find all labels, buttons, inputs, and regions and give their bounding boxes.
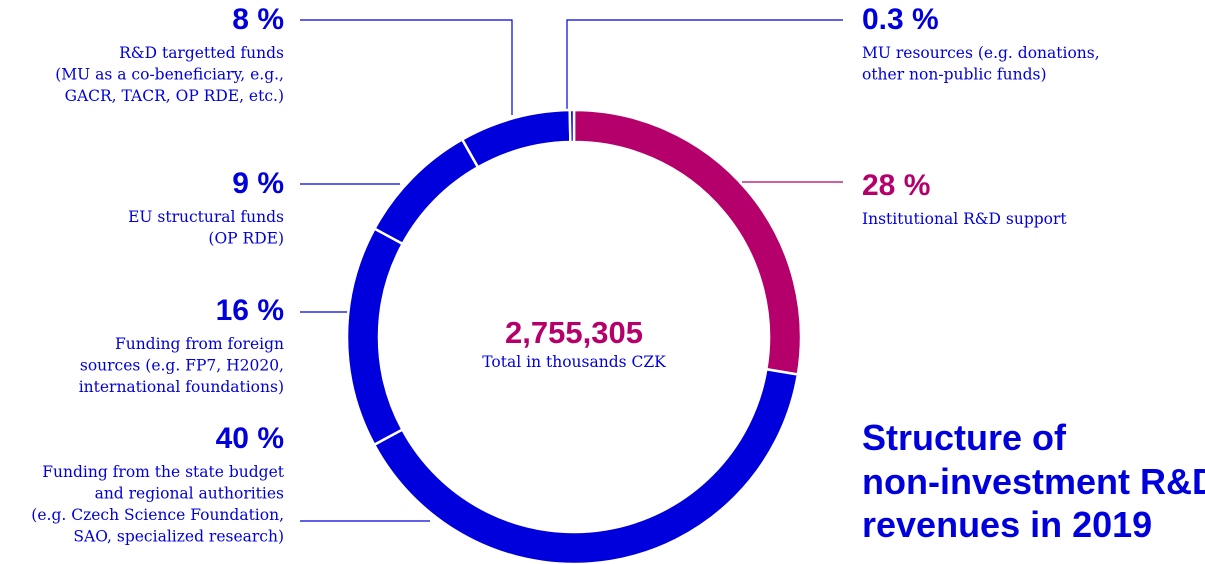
description-line: EU structural funds [128,208,284,226]
percent-label-targeted: 8 % [232,3,284,36]
percent-label-state: 40 % [216,422,284,455]
percent-label-institutional: 28 % [862,169,930,202]
description-line: SAO, specialized research) [73,528,284,546]
leader-line-mu [566,19,843,112]
description-line: Funding from the state budget [42,463,285,481]
description-line: other non-public funds) [862,66,1047,84]
donut-slices [345,108,803,564]
description-line: R&D targetted funds [119,44,284,62]
description-line: (MU as a co-beneficiary, e.g., [55,66,284,84]
leader-lines [300,19,843,522]
description-line: Funding from foreign [115,335,284,353]
slice-targeted [460,108,572,169]
description-label-foreign: Funding from foreign sources (e.g. FP7, H… [79,335,284,396]
chart-title: Structure of non-investment R&D revenues… [862,417,1205,545]
description-label-eu: EU structural funds (OP RDE) [128,208,284,248]
slice-eu [372,137,480,246]
description-line: and regional authorities [95,485,284,503]
slice-labels: 28 % Institutional R&D support 40 % Funding… [31,3,1099,546]
description-label-state: Funding from the state budget and regiona… [31,463,284,546]
description-line: MU resources (e.g. donations, [862,44,1100,62]
total-label: Total in thousands CZK [482,353,666,371]
percent-label-eu: 9 % [232,167,284,200]
description-label-mu: MU resources (e.g. donations, other non-p… [862,44,1100,84]
percent-label-foreign: 16 % [216,294,284,327]
description-line: sources (e.g. FP7, H2020, [80,357,284,375]
percent-label-mu: 0.3 % [862,3,939,36]
description-line: international foundations) [79,378,284,396]
chart-title-line: non-investment R&D [862,461,1205,502]
description-line: (e.g. Czech Science Foundation, [31,506,284,524]
slice-state [372,367,800,564]
description-line: GACR, TACR, OP RDE, etc.) [65,87,284,105]
description-line: (OP RDE) [208,230,284,248]
chart-title-line: revenues in 2019 [862,504,1152,545]
description-label-targeted: R&D targetted funds (MU as a co-beneficia… [55,44,284,105]
slice-foreign [345,226,405,447]
chart-title-line: Structure of [862,417,1067,458]
description-label-institutional: Institutional R&D support [862,210,1067,228]
total-value: 2,755,305 [505,315,643,350]
leader-line-targeted [300,19,513,115]
description-line: Institutional R&D support [862,210,1067,228]
slice-mu [568,108,576,144]
